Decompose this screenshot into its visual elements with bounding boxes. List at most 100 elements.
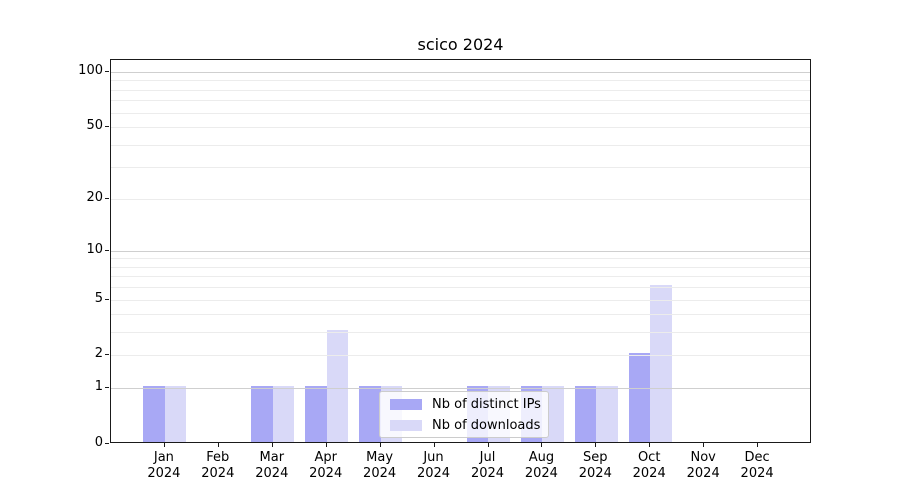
x-tick-dec [757, 443, 759, 447]
y-tick-10 [105, 249, 109, 251]
minor-gridline-80 [111, 89, 810, 91]
legend-label-0: Nb of distinct IPs [432, 396, 541, 412]
minor-gridline-2 [111, 355, 810, 357]
x-tick-sep [595, 443, 597, 447]
y-tick-50 [105, 126, 109, 127]
month-year: 2024 [147, 466, 181, 481]
minor-gridline-90 [111, 80, 810, 82]
month-year: 2024 [363, 466, 397, 481]
minor-gridline-70 [111, 100, 810, 102]
month-year: 2024 [632, 466, 666, 481]
bar-downloads-mar [272, 386, 295, 442]
x-tick-apr [325, 443, 327, 447]
y-tick-0 [105, 443, 109, 444]
bar-distinct-ips-jan [143, 386, 165, 442]
bar-downloads-oct [650, 285, 672, 442]
minor-gridline-9 [111, 258, 810, 260]
x-tick-may [379, 443, 381, 447]
bar-distinct-ips-sep [574, 386, 597, 442]
y-tick-label-50: 50 [86, 118, 103, 133]
month-name: Nov [690, 450, 716, 465]
month-year: 2024 [416, 466, 451, 481]
y-tick-label-100: 100 [78, 62, 103, 78]
month-year: 2024 [740, 466, 774, 481]
month-year: 2024 [255, 466, 289, 481]
bar-downloads-jan [164, 386, 187, 442]
x-tick-label-jul: Jul 2024 [458, 450, 518, 482]
plot-area [110, 59, 811, 443]
bar-distinct-ips-may [359, 386, 381, 442]
x-tick-label-mar: Mar 2024 [242, 450, 302, 482]
minor-gridline-40 [111, 144, 810, 146]
x-tick-jan [163, 443, 165, 447]
month-year: 2024 [524, 466, 558, 481]
y-tick-100 [105, 70, 109, 72]
month-name: Oct [637, 450, 661, 465]
x-tick-label-nov: Nov 2024 [673, 450, 733, 482]
x-tick-label-dec: Dec 2024 [727, 450, 787, 482]
month-name: Dec [744, 450, 770, 465]
month-name: Mar [259, 450, 285, 465]
x-tick-jun [433, 443, 435, 447]
legend-swatch-1 [390, 419, 422, 431]
major-gridline-100 [111, 71, 810, 73]
bar-distinct-ips-apr [305, 386, 327, 442]
y-tick-5 [105, 298, 109, 300]
month-year: 2024 [201, 466, 235, 481]
month-name: Jun [423, 450, 444, 465]
minor-gridline-50 [111, 127, 810, 128]
x-tick-mar [271, 443, 273, 447]
month-name: Jan [153, 450, 174, 465]
minor-gridline-60 [111, 112, 810, 114]
x-tick-label-feb: Feb 2024 [188, 450, 248, 482]
month-year: 2024 [309, 466, 343, 481]
minor-gridline-7 [111, 276, 810, 278]
y-tick-label-0: 0 [94, 435, 103, 450]
month-year: 2024 [578, 466, 612, 481]
y-tick-label-10: 10 [86, 241, 103, 257]
minor-gridline-4 [111, 314, 810, 316]
minor-gridline-6 [111, 287, 810, 289]
x-tick-nov [703, 443, 705, 447]
bar-downloads-sep [596, 386, 618, 442]
legend-label-1: Nb of downloads [432, 417, 541, 433]
x-tick-label-jun: Jun 2024 [404, 450, 464, 482]
minor-gridline-3 [111, 332, 810, 334]
bar-downloads-apr [326, 330, 349, 442]
y-tick-label-5: 5 [94, 290, 103, 306]
legend-row-1: Nb of downloads [390, 416, 548, 434]
y-tick-1 [105, 387, 109, 389]
minor-gridline-20 [111, 198, 810, 200]
major-gridline-1 [111, 388, 810, 390]
y-tick-label-1: 1 [94, 379, 103, 395]
x-tick-label-may: May 2024 [350, 450, 410, 482]
month-name: Apr [314, 450, 337, 465]
month-year: 2024 [686, 466, 720, 481]
x-tick-jul [487, 443, 489, 447]
y-tick-20 [105, 197, 109, 199]
y-tick-label-20: 20 [86, 189, 103, 205]
month-name: Jul [479, 450, 496, 465]
bar-distinct-ips-oct [628, 353, 651, 442]
bar-distinct-ips-mar [251, 386, 273, 442]
y-tick-label-2: 2 [94, 346, 103, 362]
minor-gridline-30 [111, 167, 810, 169]
month-name: Feb [206, 450, 230, 465]
month-name: Aug [528, 450, 555, 465]
major-gridline-10 [111, 250, 810, 252]
legend: Nb of distinct IPs Nb of downloads [379, 391, 549, 438]
x-tick-label-apr: Apr 2024 [296, 450, 356, 482]
legend-swatch-0 [390, 398, 422, 410]
y-tick-2 [105, 354, 109, 356]
x-tick-aug [541, 443, 543, 447]
x-tick-label-sep: Sep 2024 [565, 450, 625, 482]
x-tick-label-oct: Oct 2024 [619, 450, 679, 482]
x-tick-oct [649, 443, 651, 447]
month-name: May [366, 450, 394, 465]
x-tick-label-aug: Aug 2024 [511, 450, 571, 482]
x-tick-feb [217, 443, 219, 447]
minor-gridline-8 [111, 266, 810, 268]
minor-gridline-5 [111, 299, 810, 301]
month-name: Sep [583, 450, 608, 465]
